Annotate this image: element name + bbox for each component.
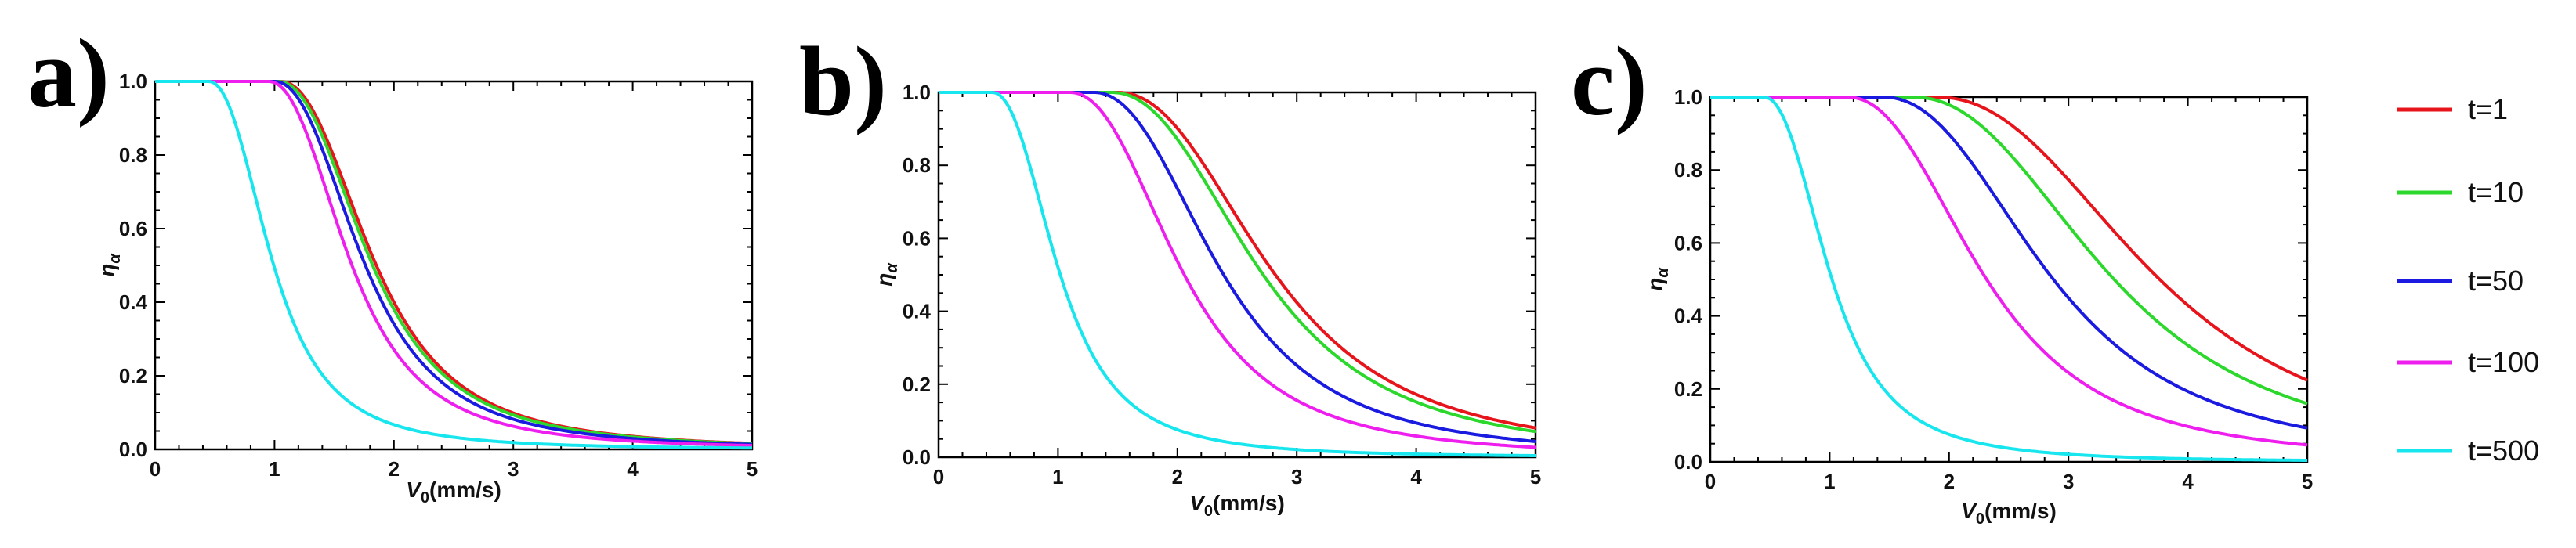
y-tick-label: 0.8 [1674, 158, 1702, 182]
x-tick-label: 4 [2182, 470, 2194, 493]
x-tick-label: 1 [1052, 465, 1063, 489]
legend-label: t=50 [2468, 265, 2524, 297]
x-tick-label: 1 [269, 457, 280, 481]
panel-label: c) [1571, 27, 1648, 136]
x-axis-label: V0(mm/s) [406, 478, 501, 507]
panel-a: a) 0 1 2 3 4 5 0.0 0.2 0.4 0.6 0.8 1.0 ηα V0(mm/s) [27, 20, 758, 507]
x-tick-label: 0 [933, 465, 944, 489]
series-line-t=1 [1710, 96, 2308, 382]
x-tick-label: 5 [1530, 465, 1541, 489]
series-line-t=50 [1710, 96, 2308, 430]
legend-item: t=100 [2397, 346, 2539, 378]
y-tick-label: 0.4 [903, 300, 932, 323]
y-tick-label: 0.2 [1674, 377, 1702, 401]
series-line-t=50 [155, 80, 753, 446]
y-tick-label: 0.6 [1674, 231, 1702, 254]
legend-label: t=100 [2468, 346, 2539, 378]
y-tick-label: 0.8 [903, 153, 931, 177]
y-tick-label: 0.4 [1674, 305, 1703, 328]
x-tick-label: 5 [2302, 470, 2313, 493]
axis-ticks: 0 1 2 3 4 5 0.0 0.2 0.4 0.6 0.8 1.0 [903, 81, 1541, 489]
curves [939, 91, 1536, 457]
y-axis-label: ηα [1643, 267, 1672, 291]
axis-ticks: 0 1 2 3 4 5 0.0 0.2 0.4 0.6 0.8 1.0 [119, 70, 758, 481]
y-tick-label: 0.6 [903, 226, 931, 250]
y-axis-label: ηα [95, 253, 124, 277]
x-tick-label: 2 [389, 457, 400, 481]
x-tick-label: 2 [1944, 470, 1955, 493]
panel-label: b) [799, 27, 887, 136]
y-tick-label: 0.4 [119, 290, 148, 314]
x-tick-label: 3 [1291, 465, 1302, 489]
series-line-t=50 [939, 91, 1536, 443]
y-tick-label: 0.0 [903, 445, 931, 469]
y-tick-label: 1.0 [903, 81, 931, 104]
y-tick-label: 1.0 [119, 70, 147, 93]
curves [1710, 96, 2308, 462]
series-line-t=10 [939, 91, 1536, 434]
y-tick-label: 1.0 [1674, 85, 1702, 109]
y-axis-label: ηα [872, 262, 901, 287]
series-line-t=500 [1710, 96, 2307, 462]
x-tick-label: 4 [1410, 465, 1422, 489]
plot-frame [937, 91, 1537, 459]
y-tick-label: 0.2 [119, 364, 147, 388]
series-line-t=100 [1710, 96, 2308, 447]
x-tick-label: 0 [1705, 470, 1716, 493]
x-tick-label: 3 [508, 457, 519, 481]
series-line-t=1 [939, 91, 1536, 430]
legend-item: t=1 [2397, 93, 2508, 125]
series-line-t=1 [155, 80, 753, 445]
axis-ticks: 0 1 2 3 4 5 0.0 0.2 0.4 0.6 0.8 1.0 [1674, 85, 2313, 493]
series-line-t=500 [939, 91, 1536, 457]
x-axis-label: V0(mm/s) [1961, 499, 2057, 528]
x-tick-label: 4 [627, 457, 639, 481]
curves [155, 80, 753, 450]
panel-c: c) 0 1 2 3 4 5 0.0 0.2 0.4 0.6 0.8 1.0 ηα V0(mm/s) [1571, 27, 2313, 528]
y-tick-label: 0.8 [119, 143, 147, 167]
legend-item: t=50 [2397, 265, 2524, 297]
series-line-t=100 [939, 91, 1536, 449]
panel-label: a) [27, 20, 110, 128]
legend-label: t=1 [2468, 93, 2508, 125]
legend-item: t=500 [2397, 434, 2539, 467]
y-tick-label: 0.6 [119, 217, 147, 240]
y-tick-label: 0.0 [119, 438, 147, 461]
legend-label: t=10 [2468, 176, 2524, 208]
series-line-t=500 [155, 80, 753, 450]
x-tick-label: 5 [747, 457, 758, 481]
x-tick-label: 2 [1172, 465, 1183, 489]
x-tick-label: 3 [2063, 470, 2074, 493]
plot-frame [154, 80, 754, 451]
panel-b: b) 0 1 2 3 4 5 0.0 0.2 0.4 0.6 0.8 1.0 ηα V0(mm/s) [799, 27, 1541, 520]
legend-label: t=500 [2468, 434, 2539, 467]
x-tick-label: 1 [1824, 470, 1835, 493]
series-line-t=10 [1710, 96, 2308, 406]
legend-item: t=10 [2397, 176, 2524, 208]
x-axis-label: V0(mm/s) [1189, 491, 1285, 520]
series-line-t=100 [155, 80, 753, 448]
y-tick-label: 0.0 [1674, 450, 1702, 474]
legend: t=1 t=10 t=50 t=100 t=500 [2397, 93, 2539, 467]
y-tick-label: 0.2 [903, 373, 931, 396]
x-tick-label: 0 [150, 457, 161, 481]
